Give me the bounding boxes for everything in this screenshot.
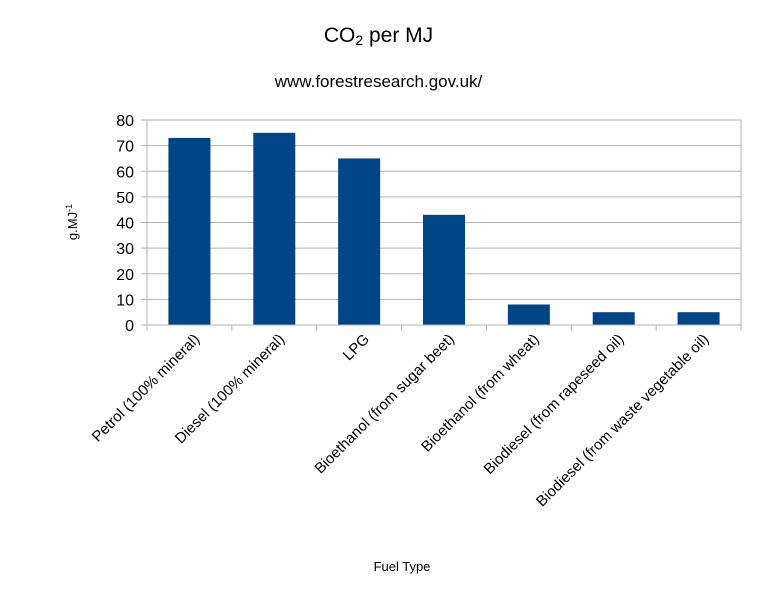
y-axis-title: g.MJ-1 <box>64 204 80 240</box>
x-tick-label: Biodiesel (from rapeseed oil) <box>481 331 628 478</box>
x-tick-labels: Petrol (100% mineral)Diesel (100% minera… <box>89 331 713 510</box>
plot-frame <box>146 119 742 326</box>
bar <box>253 132 296 325</box>
x-tick-label: LPG <box>340 331 373 364</box>
bar <box>507 304 550 325</box>
y-tick-label: 70 <box>116 139 134 156</box>
bar <box>592 312 635 325</box>
x-tick-label: Biodiesel (from waste vegetable oil) <box>533 331 712 510</box>
x-axis-title: Fuel Type <box>374 559 431 574</box>
bar <box>677 312 720 325</box>
y-tick-label: 0 <box>125 318 134 335</box>
bar <box>168 137 211 325</box>
bars <box>168 132 720 325</box>
axes <box>141 119 742 331</box>
y-tick-label: 30 <box>116 241 134 258</box>
y-tick-label: 10 <box>116 292 134 309</box>
y-tick-label: 80 <box>116 113 134 130</box>
y-tick-labels: 0 10 20 30 40 50 60 70 80 <box>116 113 134 335</box>
chart-subtitle: www.forestresearch.gov.uk/ <box>274 72 483 91</box>
y-tick-label: 40 <box>116 216 134 233</box>
chart-title: CO2 per MJ <box>323 24 434 48</box>
y-tick-label: 50 <box>116 190 134 207</box>
x-tick-label: Bioethanol (from sugar beet) <box>311 331 457 477</box>
y-tick-label: 20 <box>116 267 134 284</box>
bar <box>423 214 465 325</box>
y-tick-label: 60 <box>116 164 134 181</box>
bar <box>338 158 381 325</box>
